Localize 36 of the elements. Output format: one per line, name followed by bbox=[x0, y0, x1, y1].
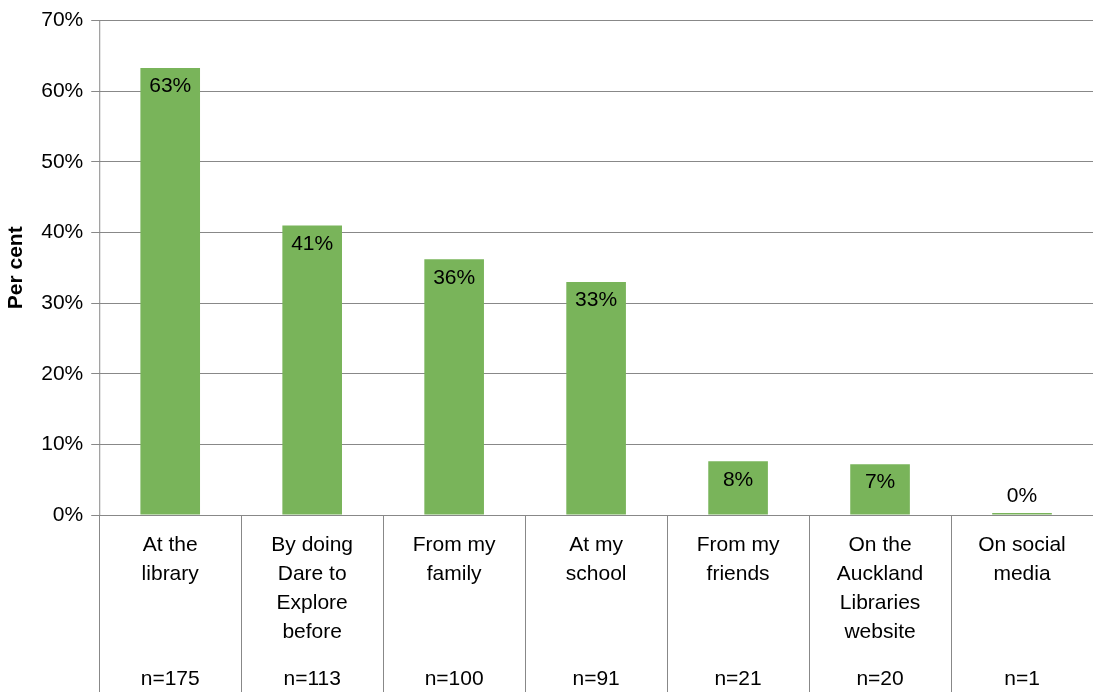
y-tick-label: 40% bbox=[41, 219, 84, 243]
text: n=91 bbox=[572, 666, 620, 690]
text: n=175 bbox=[140, 666, 200, 690]
y-tick-label: 60% bbox=[41, 78, 84, 102]
data-label: 33% bbox=[575, 287, 618, 311]
x-tick-label: At the library bbox=[141, 532, 200, 585]
data-label: 63% bbox=[149, 73, 192, 97]
bar bbox=[282, 225, 342, 515]
data-label: 36% bbox=[433, 264, 476, 288]
text: n=20 bbox=[856, 666, 904, 690]
x-tick-label: At my school bbox=[565, 532, 627, 585]
x-tick-label: On social media bbox=[978, 532, 1066, 585]
y-axis-title: Per cent bbox=[3, 226, 27, 310]
x-tick-label: By doing Dare to Explore before bbox=[271, 532, 354, 643]
data-label: 8% bbox=[722, 466, 754, 490]
data-label: 7% bbox=[864, 469, 896, 493]
text: n=1 bbox=[1004, 666, 1040, 690]
y-tick-label: 0% bbox=[52, 501, 84, 525]
y-tick-label: 20% bbox=[41, 360, 84, 384]
text: n=113 bbox=[283, 666, 341, 690]
text: n=21 bbox=[714, 666, 762, 690]
bar bbox=[850, 464, 910, 515]
x-tick-label: From my family bbox=[412, 532, 497, 585]
bar bbox=[566, 281, 626, 515]
data-label: 0% bbox=[1006, 483, 1038, 507]
bar bbox=[140, 67, 201, 515]
y-tick-label: 50% bbox=[41, 148, 84, 172]
bar bbox=[708, 461, 768, 515]
y-tick-label: 70% bbox=[41, 7, 84, 31]
y-tick-label: 10% bbox=[41, 431, 84, 455]
text: n=100 bbox=[424, 666, 484, 690]
data-label: 41% bbox=[291, 230, 334, 254]
x-tick-label: On the Auckland Libraries website bbox=[836, 532, 924, 643]
bar bbox=[424, 259, 484, 515]
x-tick-label: From my friends bbox=[696, 532, 780, 585]
y-tick-label: 30% bbox=[41, 289, 84, 313]
